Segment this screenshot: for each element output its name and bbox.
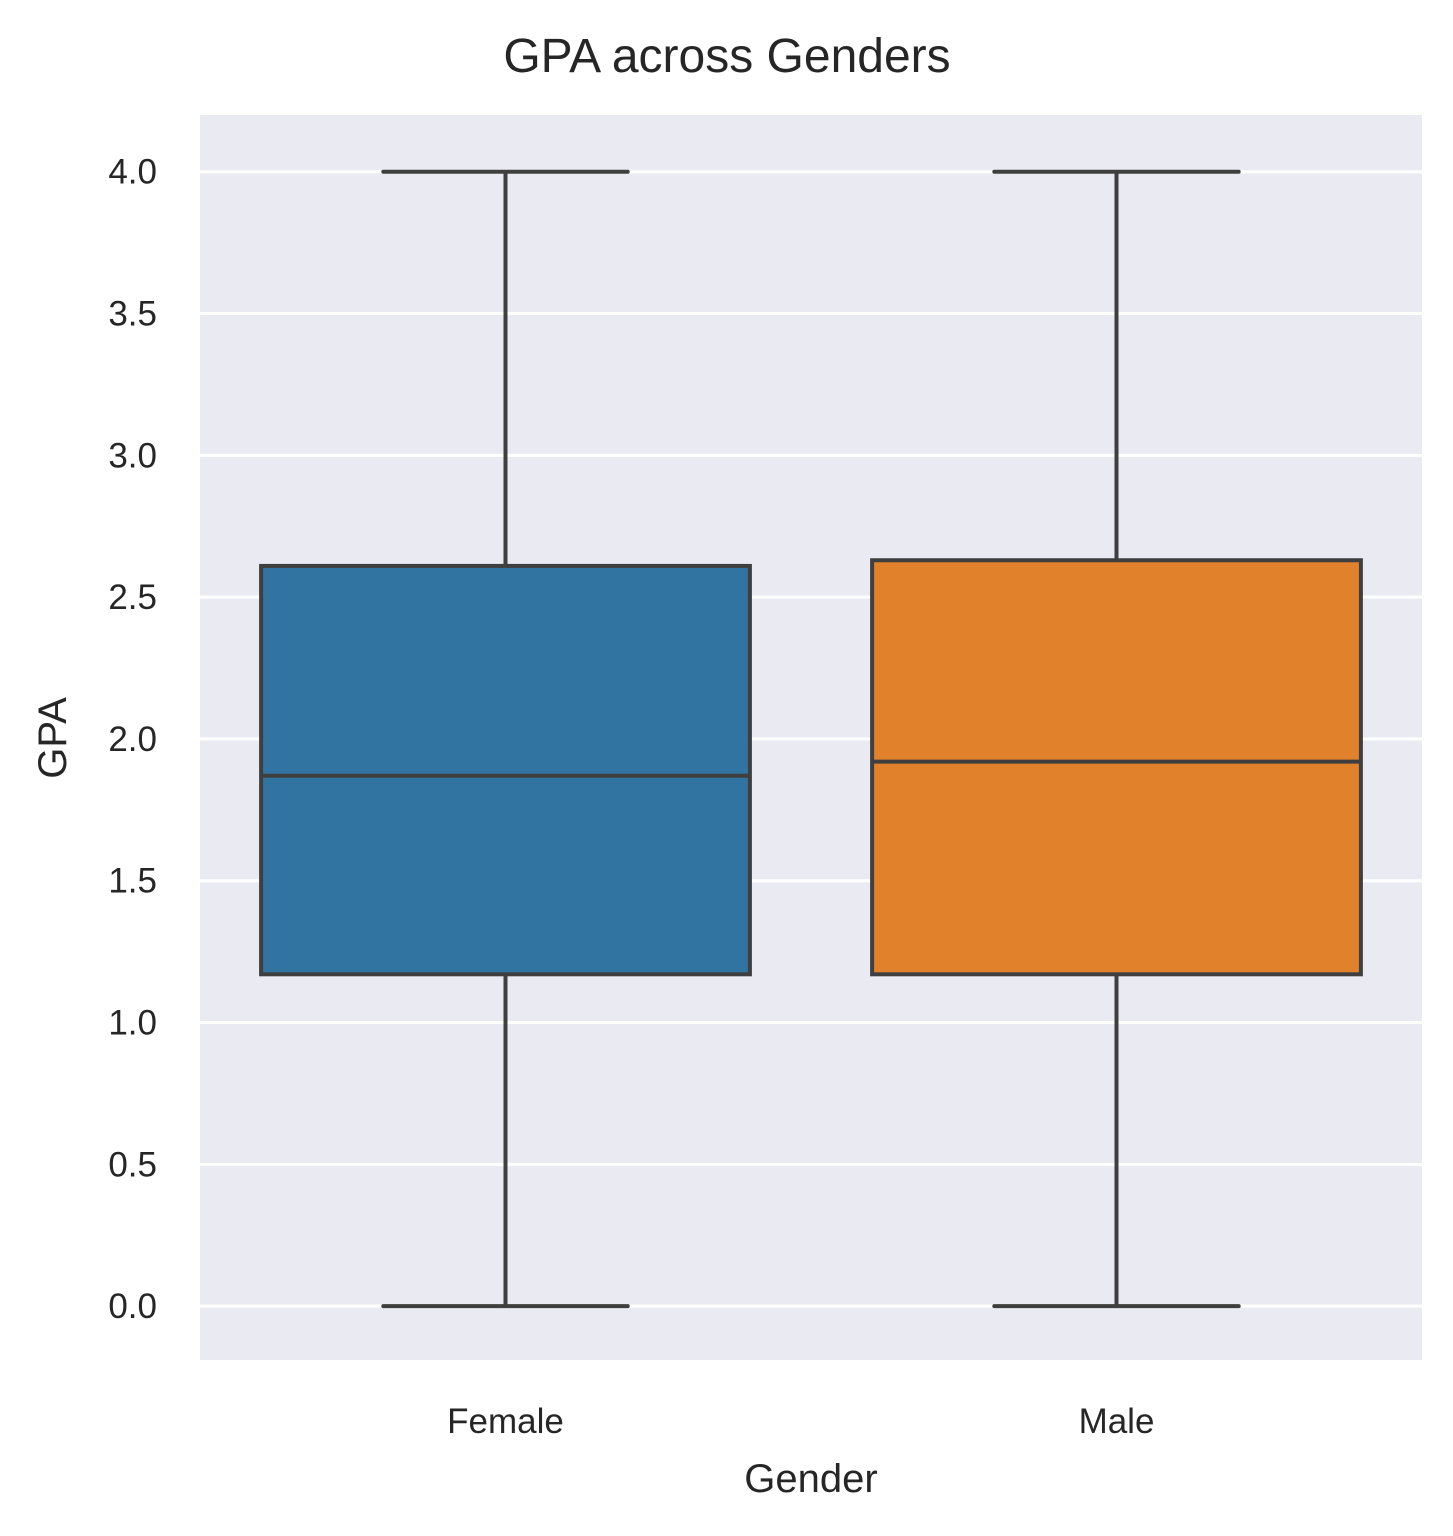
chart-title: GPA across Genders	[503, 30, 950, 83]
box-group-male	[870, 169, 1363, 1309]
box-layer	[259, 169, 1363, 1309]
y-tick-label: 3.5	[108, 295, 157, 334]
y-tick-label: 1.5	[108, 862, 157, 901]
x-axis-label: Gender	[744, 1457, 877, 1501]
y-tick-label: 2.5	[108, 578, 157, 617]
x-tick-label: Male	[1079, 1402, 1155, 1441]
tick-labels: 0.0 0.5 1.0 1.5 2.0 2.5 3.0 3.5 4.0 Female Male	[108, 153, 1154, 1441]
y-tick-label: 1.0	[108, 1004, 157, 1043]
iqr-box	[259, 563, 752, 977]
y-tick-label: 2.0	[108, 720, 157, 759]
y-tick-label: 3.0	[108, 436, 157, 475]
y-tick-label: 0.5	[108, 1145, 157, 1184]
box-group-female	[259, 169, 752, 1309]
y-tick-label: 4.0	[108, 153, 157, 192]
iqr-box	[870, 558, 1363, 977]
y-tick-label: 0.0	[108, 1287, 157, 1326]
x-tick-label: Female	[447, 1402, 564, 1441]
y-axis-label: GPA	[31, 697, 75, 779]
